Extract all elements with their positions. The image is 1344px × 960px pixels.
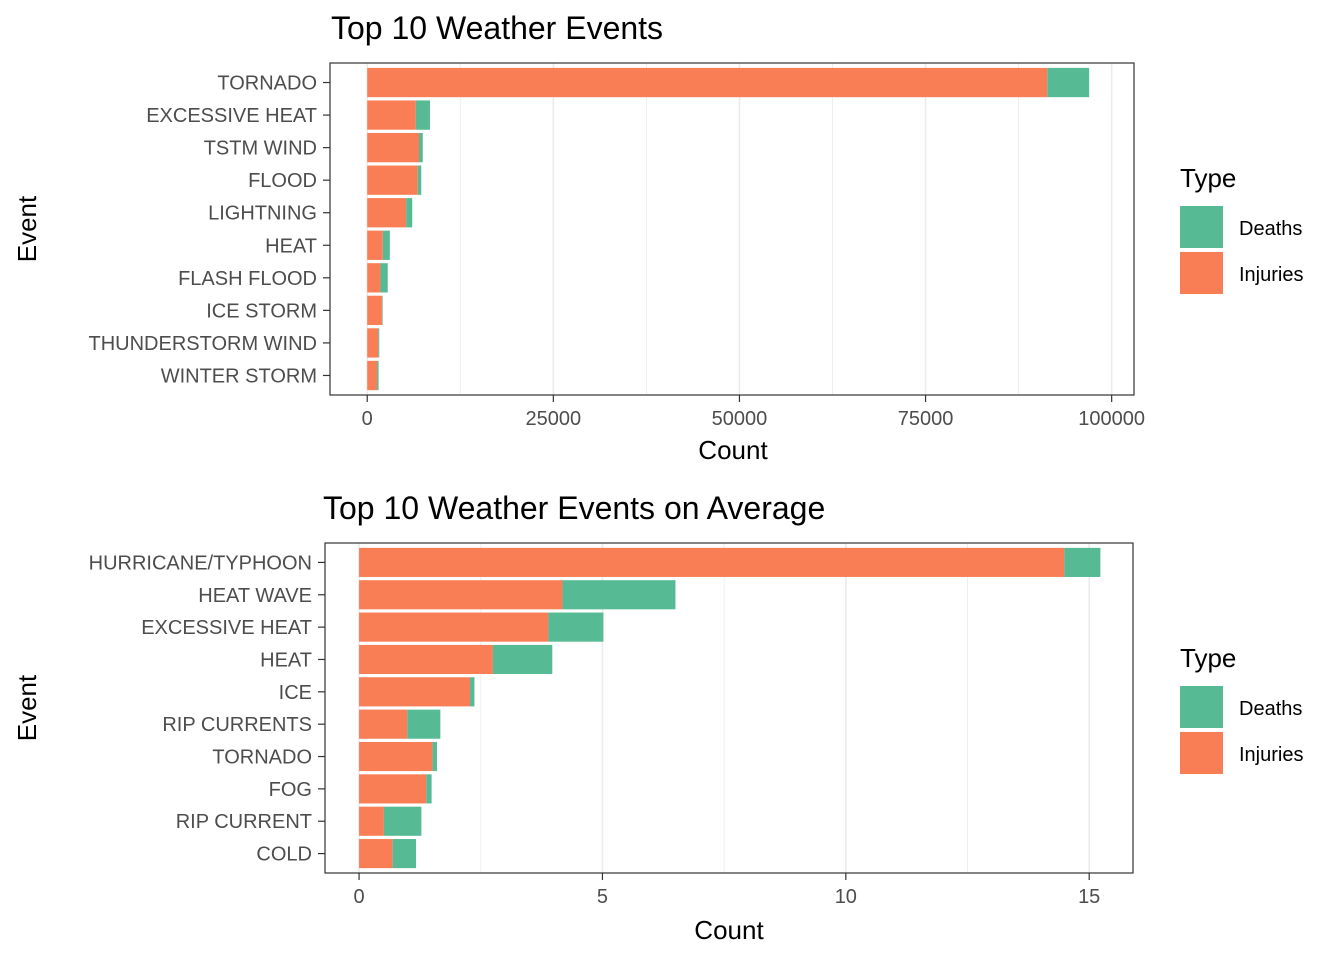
chart-2-bar-deaths <box>1064 547 1101 577</box>
chart-2-bar-injuries <box>359 806 384 836</box>
chart-2-panel-border <box>324 542 1134 874</box>
chart-2-bar-deaths <box>548 612 604 642</box>
chart-1-bar-injuries <box>367 100 416 130</box>
chart-2-title: Top 10 Weather Events on Average <box>323 490 825 526</box>
chart-1-bar-deaths <box>381 295 383 326</box>
chart-1-legend-title: Type <box>1180 163 1236 193</box>
chart-1-bar-deaths <box>415 100 430 130</box>
chart-2-legend-title: Type <box>1180 643 1236 673</box>
chart-2-bar-injuries <box>359 741 433 772</box>
chart-1-bar-injuries <box>367 67 1048 98</box>
chart-1-bar-deaths <box>419 132 423 163</box>
chart-1-y-tick-label: FLASH FLOOD <box>178 268 317 290</box>
chart-1-bar-injuries <box>367 263 381 293</box>
chart-1-x-axis-title: Count <box>698 435 768 465</box>
chart-1-y-tick-label: TORNADO <box>217 73 317 95</box>
chart-1-x-axis: 0 25000 50000 75000 100000 <box>362 395 1145 430</box>
chart-2-legend-key-injuries <box>1180 732 1223 774</box>
chart-1-bar-injuries <box>367 328 379 358</box>
chart-2-y-tick-label: HEAT WAVE <box>198 585 312 607</box>
chart-1-x-tick-label: 100000 <box>1078 408 1145 430</box>
chart-1-legend-key-deaths <box>1180 206 1223 248</box>
chart-1-y-tick-label: THUNDERSTORM WIND <box>88 333 317 355</box>
chart-2-bar-injuries <box>359 580 563 610</box>
chart-1-legend-key-injuries <box>1180 252 1223 294</box>
chart-1-bar-deaths <box>417 165 422 195</box>
chart-2-legend: Type Deaths Injuries <box>1180 643 1303 774</box>
chart-1-legend-label-injuries: Injuries <box>1239 264 1303 286</box>
chart-2-y-tick-label: FOG <box>269 779 312 801</box>
chart-2-y-tick-label: HEAT <box>260 649 312 671</box>
chart-1-panel-border <box>329 62 1135 396</box>
chart-2-y-tick-label: EXCESSIVE HEAT <box>141 617 312 639</box>
chart-1-y-tick-label: WINTER STORM <box>161 365 317 387</box>
chart-1-y-tick-label: EXCESSIVE HEAT <box>146 105 317 127</box>
chart-1-y-axis-title: Event <box>12 195 42 262</box>
chart-1-y-tick-label: TSTM WIND <box>204 138 317 160</box>
chart-1-bar-injuries <box>367 165 418 195</box>
chart-1-x-tick-label: 75000 <box>898 408 954 430</box>
chart-2-x-tick-label: 5 <box>597 886 608 908</box>
chart-1-title: Top 10 Weather Events <box>331 10 663 46</box>
chart-2-bar-injuries <box>359 709 408 739</box>
chart-1-bar-injuries <box>367 198 407 228</box>
chart-2-y-tick-label: TORNADO <box>212 747 312 769</box>
chart-1-x-tick-label: 0 <box>362 408 373 430</box>
chart-2-bar-deaths <box>407 709 441 739</box>
chart-2-bar-deaths <box>383 806 422 836</box>
chart-2: Top 10 Weather Events on Average HURRICA… <box>12 490 1303 945</box>
chart-1-legend: Type Deaths Injuries <box>1180 163 1303 294</box>
chart-2-y-tick-label: RIP CURRENT <box>176 811 312 833</box>
chart-1-x-tick-label: 25000 <box>526 408 582 430</box>
chart-2-bar-injuries <box>359 839 393 869</box>
chart-2-y-axis: HURRICANE/TYPHOON HEAT WAVE EXCESSIVE HEAT… <box>89 552 325 866</box>
chart-2-bar-deaths <box>470 677 475 707</box>
chart-2-bar-injuries <box>359 677 471 707</box>
chart-1-y-axis: TORNADO EXCESSIVE HEAT TSTM WIND FLOOD LIGHT… <box>88 73 330 387</box>
chart-2-x-axis-title: Count <box>694 915 764 945</box>
chart-1-x-tick-label: 50000 <box>712 408 768 430</box>
chart-1-bar-injuries <box>367 230 383 260</box>
chart-1-bars <box>367 67 1090 391</box>
chart-2-bar-deaths <box>432 741 437 772</box>
chart-1-legend-label-deaths: Deaths <box>1239 218 1302 240</box>
chart-1-bar-deaths <box>377 360 379 391</box>
chart-1-bar-injuries <box>367 360 378 391</box>
chart-2-bar-deaths <box>426 774 432 804</box>
chart-2-bar-deaths <box>392 839 417 869</box>
chart-1-bar-deaths <box>378 328 380 358</box>
chart-2-y-tick-label: COLD <box>256 844 312 866</box>
chart-2-x-tick-label: 10 <box>835 886 857 908</box>
chart-2-bar-deaths <box>492 644 553 675</box>
chart-2-y-tick-label: HURRICANE/TYPHOON <box>89 552 312 574</box>
chart-2-bar-injuries <box>359 774 427 804</box>
chart-1-y-tick-label: HEAT <box>265 235 317 257</box>
chart-1: Top 10 Weather Events TORNADO EXCESSIVE H… <box>12 10 1303 465</box>
chart-1-y-tick-label: FLOOD <box>248 170 317 192</box>
chart-2-y-tick-label: ICE <box>279 682 312 704</box>
chart-1-y-tick-label: LIGHTNING <box>208 203 317 225</box>
chart-2-legend-label-deaths: Deaths <box>1239 698 1302 720</box>
chart-2-bar-injuries <box>359 547 1065 577</box>
chart-1-bar-injuries <box>367 295 382 326</box>
chart-2-legend-key-deaths <box>1180 686 1223 728</box>
chart-2-x-axis: 0 5 10 15 <box>354 873 1100 908</box>
chart-2-legend-label-injuries: Injuries <box>1239 744 1303 766</box>
chart-2-bar-injuries <box>359 612 549 642</box>
chart-1-bar-deaths <box>382 230 390 260</box>
chart-1-bar-deaths <box>1047 67 1090 98</box>
chart-2-bars <box>359 547 1101 869</box>
chart-1-bar-injuries <box>367 132 420 163</box>
chart-2-bar-injuries <box>359 644 493 675</box>
chart-1-y-tick-label: ICE STORM <box>206 300 317 322</box>
chart-2-x-tick-label: 0 <box>354 886 365 908</box>
chart-2-x-tick-label: 15 <box>1078 886 1100 908</box>
chart-1-bar-deaths <box>406 198 413 228</box>
chart-2-y-tick-label: RIP CURRENTS <box>162 714 312 736</box>
chart-1-bar-deaths <box>380 263 388 293</box>
chart-2-bar-deaths <box>562 580 676 610</box>
chart-2-y-axis-title: Event <box>12 674 42 741</box>
